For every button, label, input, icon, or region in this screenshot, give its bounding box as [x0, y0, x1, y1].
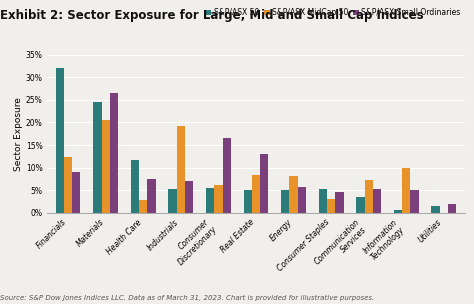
Bar [214, 185, 222, 213]
Bar [64, 157, 72, 213]
Bar [335, 192, 344, 213]
Y-axis label: Sector Exposure: Sector Exposure [14, 97, 23, 171]
Bar [222, 138, 231, 213]
Bar [394, 210, 402, 213]
Bar [55, 68, 64, 213]
Bar [402, 168, 410, 213]
Bar [93, 102, 101, 213]
Legend: S&P/ASX 50, S&P/ASX MidCap 50, S&P/ASX Small Ordinaries: S&P/ASX 50, S&P/ASX MidCap 50, S&P/ASX S… [205, 8, 461, 17]
Bar [168, 189, 177, 213]
Bar [72, 172, 81, 213]
Bar [177, 126, 185, 213]
Bar [290, 176, 298, 213]
Bar [327, 199, 335, 213]
Bar [410, 190, 419, 213]
Bar [131, 160, 139, 213]
Bar [356, 197, 365, 213]
Bar [431, 206, 440, 213]
Bar [448, 204, 456, 213]
Bar [101, 120, 110, 213]
Text: Source: S&P Dow Jones Indices LLC. Data as of March 31, 2023. Chart is provided : Source: S&P Dow Jones Indices LLC. Data … [0, 295, 374, 301]
Bar [298, 187, 306, 213]
Bar [319, 189, 327, 213]
Text: Exhibit 2: Sector Exposure for Large, Mid and Small Cap Indices: Exhibit 2: Sector Exposure for Large, Mi… [0, 9, 424, 22]
Bar [244, 190, 252, 213]
Bar [260, 154, 268, 213]
Bar [185, 181, 193, 213]
Bar [281, 190, 290, 213]
Bar [365, 180, 373, 213]
Bar [139, 200, 147, 213]
Bar [110, 93, 118, 213]
Bar [252, 175, 260, 213]
Bar [206, 188, 214, 213]
Bar [373, 189, 381, 213]
Bar [147, 179, 155, 213]
